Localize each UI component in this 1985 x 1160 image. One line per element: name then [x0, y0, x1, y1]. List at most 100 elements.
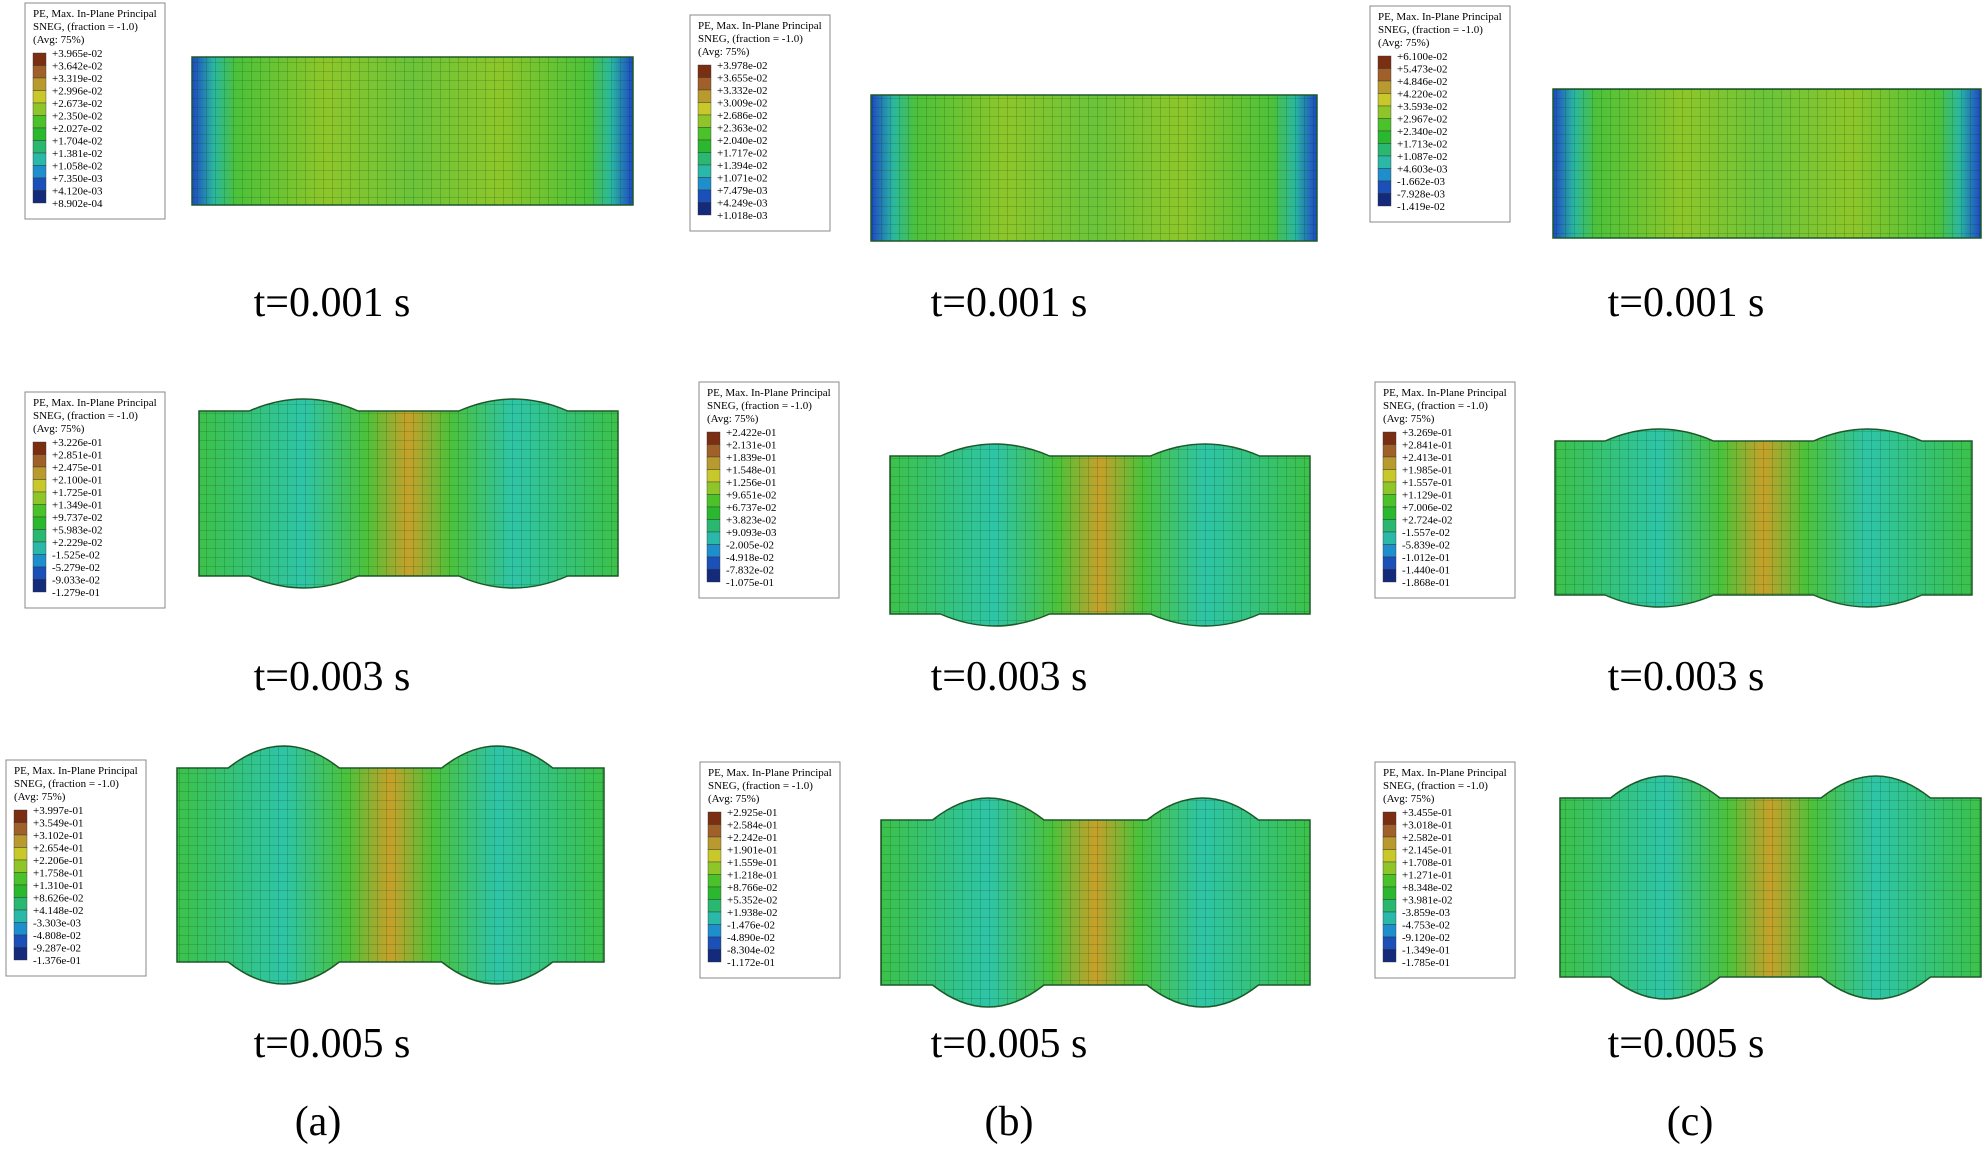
- legend-value: +2.027e-02: [52, 123, 103, 135]
- legend-swatch: [1382, 431, 1397, 445]
- legend-value: +1.938e-02: [727, 907, 778, 919]
- legend-value: +1.349e-01: [52, 500, 103, 512]
- legend-swatch: [1377, 105, 1392, 119]
- legend-swatch: [706, 456, 721, 470]
- legend-value: +4.120e-03: [52, 186, 103, 198]
- legend-swatch: [32, 52, 47, 66]
- legend-swatch: [707, 899, 722, 913]
- legend-swatch: [1377, 155, 1392, 169]
- legend-swatch: [1382, 481, 1397, 495]
- legend-title: SNEG, (fraction = -1.0): [33, 410, 138, 422]
- legend-value: +3.642e-02: [52, 61, 103, 73]
- legend-swatch: [706, 431, 721, 445]
- time-label: t=0.003 s: [254, 654, 411, 700]
- legend-value: -4.808e-02: [33, 930, 81, 942]
- legend-swatch: [13, 859, 28, 873]
- legend-box: [689, 14, 831, 232]
- legend-swatch: [32, 190, 47, 204]
- legend-value: -9.287e-02: [33, 943, 81, 955]
- legend-value: +9.093e-03: [726, 527, 777, 539]
- time-label: t=0.003 s: [1608, 654, 1765, 700]
- legend-value: +2.584e-01: [727, 820, 778, 832]
- legend-value: -1.476e-02: [727, 920, 775, 932]
- mesh: [177, 746, 604, 984]
- legend-value: -1.440e-01: [1402, 565, 1450, 577]
- legend-value: -1.785e-01: [1402, 957, 1450, 969]
- legend-value: -1.172e-01: [727, 957, 775, 969]
- legend-swatch: [32, 140, 47, 154]
- legend-box: [24, 2, 166, 220]
- legend-swatch: [32, 90, 47, 104]
- legend-value: +1.310e-01: [33, 880, 84, 892]
- legend-swatch: [1377, 143, 1392, 157]
- legend-value: -1.557e-02: [1402, 527, 1450, 539]
- legend-value: +2.350e-02: [52, 111, 103, 123]
- legend-value: +3.319e-02: [52, 73, 103, 85]
- legend-value: +7.479e-03: [717, 185, 768, 197]
- legend-value: +1.548e-01: [726, 465, 777, 477]
- legend-swatch: [1382, 899, 1397, 913]
- legend-value: +3.981e-02: [1402, 895, 1453, 907]
- legend-swatch: [32, 516, 47, 530]
- legend-value: +1.725e-01: [52, 487, 103, 499]
- legend-value: -1.012e-01: [1402, 552, 1450, 564]
- legend-value: +1.018e-03: [717, 210, 768, 222]
- legend-title: (Avg: 75%): [707, 413, 759, 425]
- legend-swatch: [32, 566, 47, 580]
- legend-title: SNEG, (fraction = -1.0): [707, 400, 812, 412]
- legend-value: +1.394e-02: [717, 160, 768, 172]
- legend-title: (Avg: 75%): [33, 34, 85, 46]
- legend-value: +4.249e-03: [717, 198, 768, 210]
- legend-value: +3.978e-02: [717, 60, 768, 72]
- legend-value: +2.724e-02: [1402, 515, 1453, 527]
- legend-swatch: [707, 811, 722, 825]
- legend-value: +2.363e-02: [717, 123, 768, 135]
- legend-swatch: [707, 836, 722, 850]
- legend-swatch: [707, 949, 722, 963]
- legend-swatch: [1382, 849, 1397, 863]
- legend-title: SNEG, (fraction = -1.0): [1378, 24, 1483, 36]
- legend-swatch: [706, 519, 721, 533]
- legend-title: (Avg: 75%): [14, 791, 66, 803]
- legend-swatch: [1382, 811, 1397, 825]
- legend-title: PE, Max. In-Plane Principal: [14, 765, 138, 777]
- legend-swatch: [1382, 886, 1397, 900]
- legend-value: -1.525e-02: [52, 550, 100, 562]
- legend-value: +2.131e-01: [726, 440, 777, 452]
- legend-value: +3.009e-02: [717, 98, 768, 110]
- legend-swatch: [1377, 193, 1392, 207]
- legend-value: +2.851e-01: [52, 450, 103, 462]
- legend-value: +2.582e-01: [1402, 832, 1453, 844]
- legend-value: +1.129e-01: [1402, 490, 1453, 502]
- legend-value: +2.040e-02: [717, 135, 768, 147]
- mesh: [199, 399, 618, 588]
- legend-swatch: [707, 911, 722, 925]
- legend-swatch: [13, 834, 28, 848]
- legend-value: -1.868e-01: [1402, 577, 1450, 589]
- legend-swatch: [706, 556, 721, 570]
- legend-swatch: [13, 847, 28, 861]
- legend-swatch: [1377, 93, 1392, 107]
- legend-swatch: [32, 441, 47, 455]
- legend-swatch: [1382, 444, 1397, 458]
- legend-swatch: [1382, 824, 1397, 838]
- legend-value: -1.279e-01: [52, 587, 100, 599]
- legend-swatch: [32, 579, 47, 593]
- legend-swatch: [707, 824, 722, 838]
- legend-value: +2.475e-01: [52, 462, 103, 474]
- legend-value: +2.340e-02: [1397, 126, 1448, 138]
- legend-swatch: [32, 177, 47, 191]
- legend-value: +6.737e-02: [726, 502, 777, 514]
- legend-value: +2.206e-01: [33, 855, 84, 867]
- legend-swatch: [32, 491, 47, 505]
- legend-swatch: [32, 541, 47, 555]
- legend-swatch: [1377, 168, 1392, 182]
- legend-swatch: [706, 506, 721, 520]
- legend-value: -9.033e-02: [52, 575, 100, 587]
- legend-swatch: [1382, 569, 1397, 583]
- mesh: [871, 95, 1317, 241]
